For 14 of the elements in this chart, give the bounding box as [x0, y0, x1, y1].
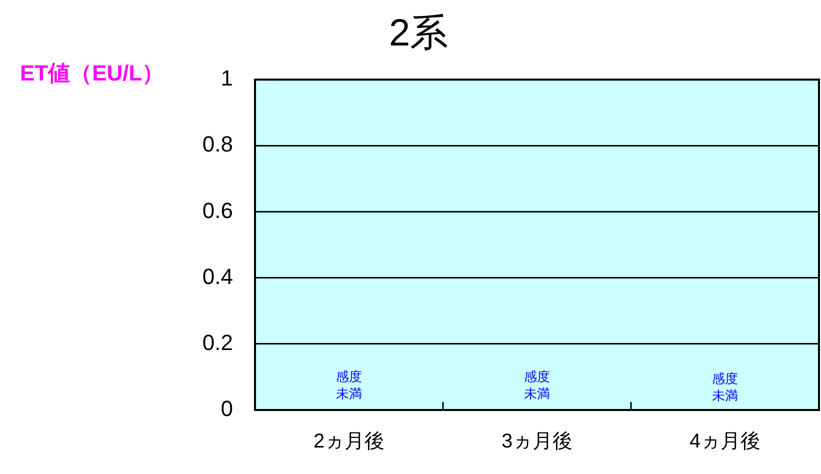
annotation: 感度未満 — [336, 369, 362, 402]
y-tick-label: 0.2 — [202, 330, 233, 355]
annotation: 感度未満 — [712, 371, 738, 404]
annotation: 感度未満 — [524, 369, 550, 402]
x-tick-label: 2ヵ月後 — [313, 430, 385, 453]
x-tick-label: 4ヵ月後 — [689, 430, 761, 453]
x-tick-label: 3ヵ月後 — [501, 430, 573, 453]
y-tick-label: 0 — [220, 396, 233, 422]
chart-title: 2系 — [388, 12, 448, 54]
y-tick-label: 0.6 — [202, 198, 233, 223]
y-tick-label: 0.4 — [202, 264, 233, 289]
y-axis-title: ET値（EU/L） — [20, 60, 164, 86]
y-tick-label: 1 — [220, 66, 233, 91]
y-tick-label: 0.8 — [202, 132, 233, 157]
